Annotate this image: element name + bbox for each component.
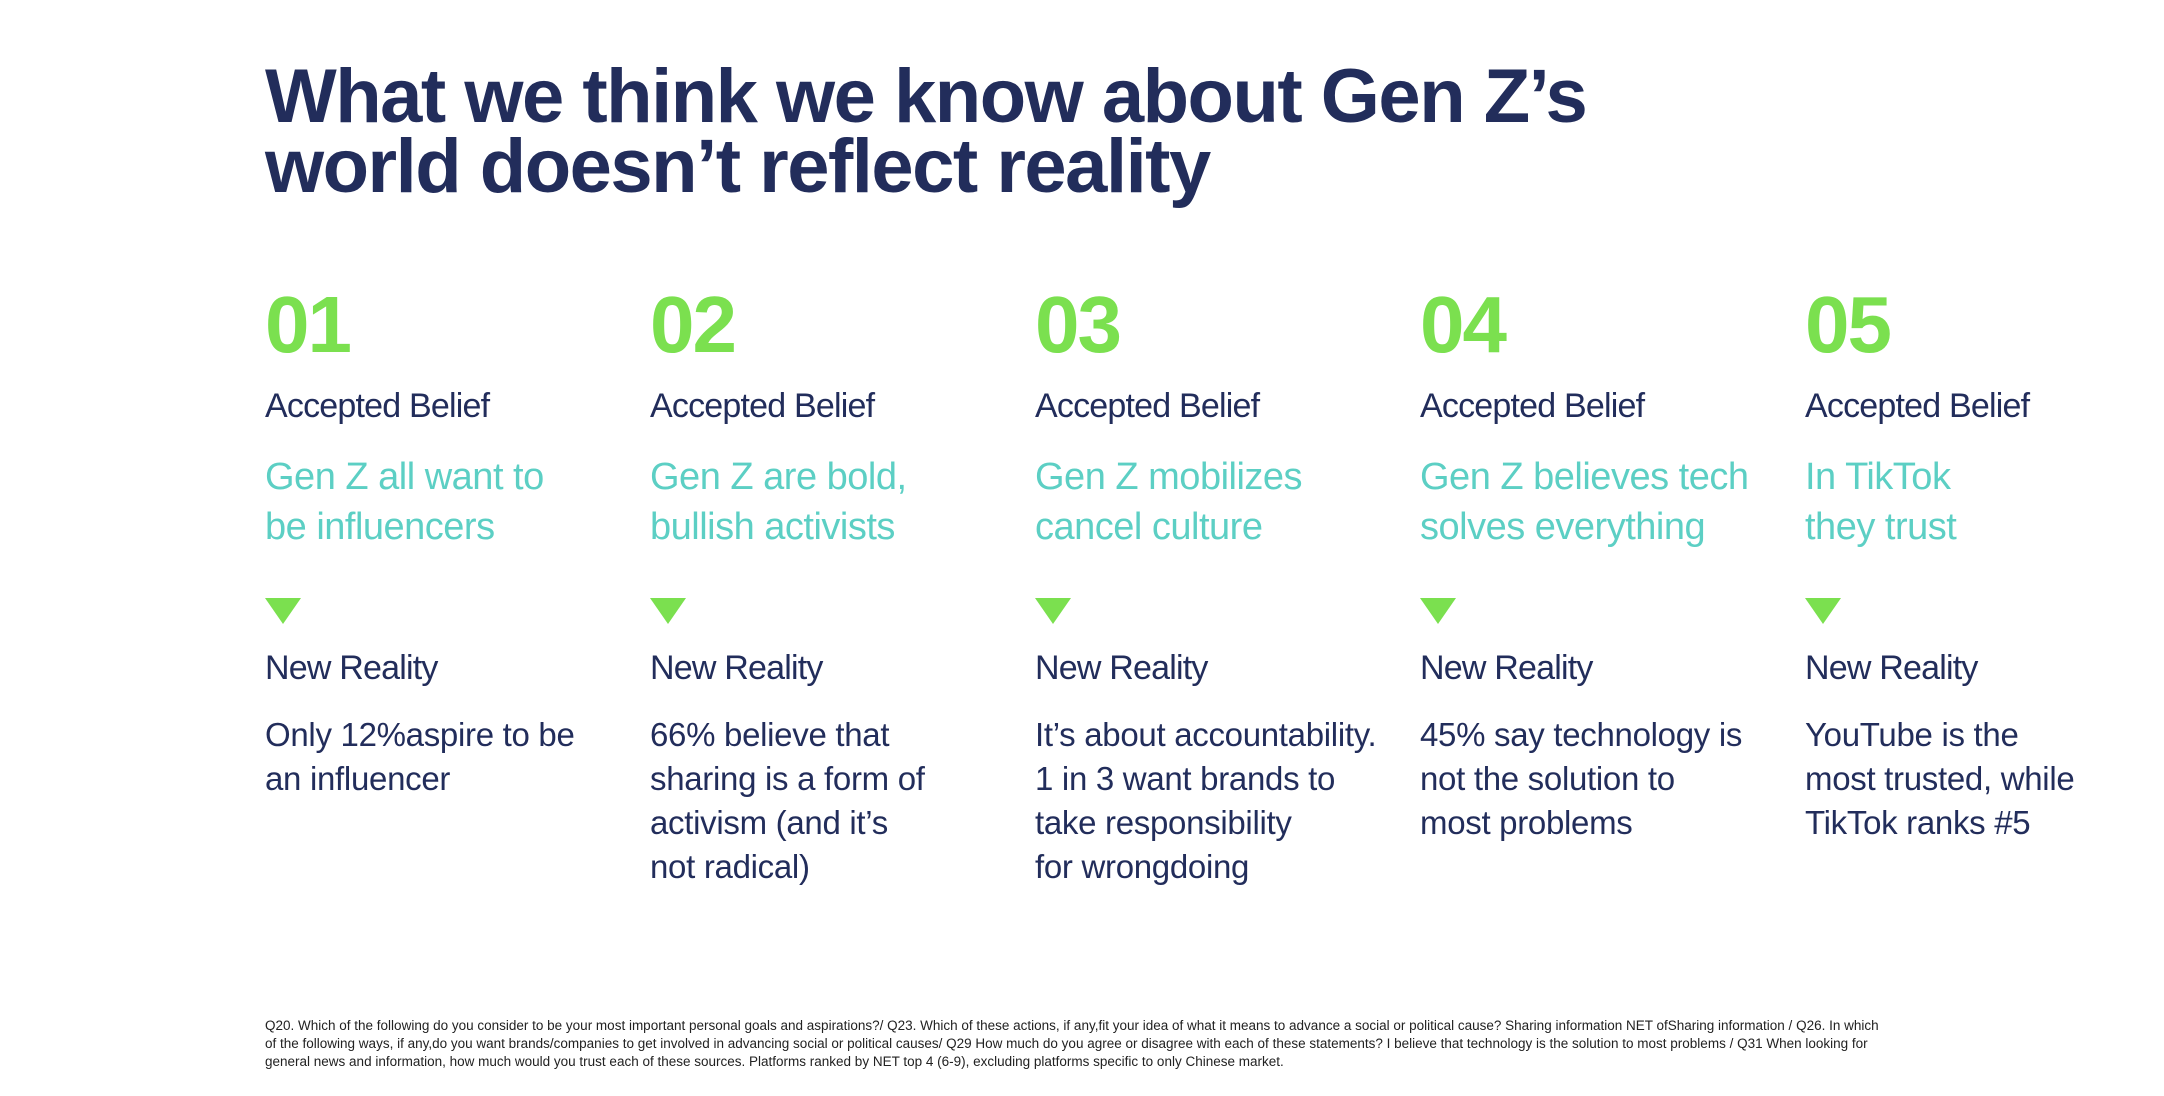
down-triangle-icon (1805, 598, 1841, 624)
new-reality-text: YouTube is the most trusted, while TikTo… (1805, 716, 2075, 841)
accepted-belief-label: Accepted Belief (265, 387, 490, 425)
page-title: What we think we know about Gen Z’s worl… (265, 54, 1588, 209)
accepted-belief-label: Accepted Belief (650, 387, 875, 425)
column-number: 02 (650, 280, 737, 369)
new-reality-text: 66% believe that sharing is a form of ac… (650, 716, 925, 885)
new-reality-text: Only 12%aspire to be an influencer (265, 716, 575, 797)
new-reality-label: New Reality (1420, 649, 1593, 687)
column-number: 04 (1420, 280, 1507, 369)
down-triangle-icon (650, 598, 686, 624)
accepted-belief-label: Accepted Belief (1805, 387, 2030, 425)
column-number: 05 (1805, 280, 1892, 369)
new-reality-label: New Reality (1805, 649, 1978, 687)
new-reality-label: New Reality (265, 649, 438, 687)
new-reality-label: New Reality (1035, 649, 1208, 687)
accepted-belief-text: Gen Z mobilizes cancel culture (1035, 456, 1303, 548)
beliefs-columns: 01 Accepted Belief Gen Z all want to be … (265, 280, 2125, 920)
source-footnote: Q20. Which of the following do you consi… (265, 1018, 1879, 1069)
column-number: 03 (1035, 280, 1122, 369)
accepted-belief-text: Gen Z all want to be influencers (265, 456, 544, 548)
new-reality-text: 45% say technology is not the solution t… (1420, 716, 1743, 841)
new-reality-text: It’s about accountability. 1 in 3 want b… (1035, 716, 1377, 885)
new-reality-label: New Reality (650, 649, 823, 687)
accepted-belief-text: In TikTok they trust (1805, 456, 1957, 548)
down-triangle-icon (265, 598, 301, 624)
accepted-belief-label: Accepted Belief (1420, 387, 1645, 425)
accepted-belief-text: Gen Z are bold, bullish activists (650, 456, 907, 548)
accepted-belief-text: Gen Z believes tech solves everything (1420, 456, 1749, 548)
accepted-belief-label: Accepted Belief (1035, 387, 1260, 425)
column-number: 01 (265, 280, 352, 369)
down-triangle-icon (1420, 598, 1456, 624)
down-triangle-icon (1035, 598, 1071, 624)
